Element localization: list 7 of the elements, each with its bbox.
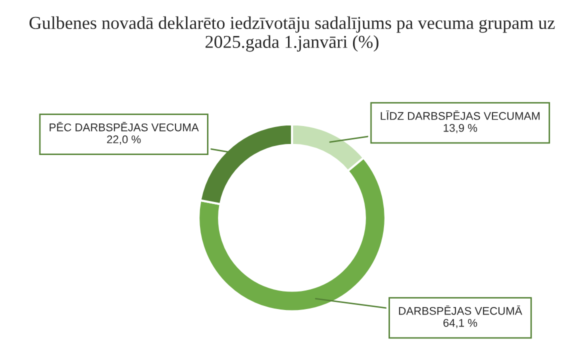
slice-label: LĪDZ DARBSPĒJAS VECUMAM	[380, 110, 540, 120]
slice-label: DARBSPĒJAS VECUMĀ	[399, 306, 522, 315]
data-label: 22,0 %	[107, 135, 141, 145]
slice-label: PĒC DARBSPĒJAS VECUMA	[50, 122, 199, 132]
data-label: 64,1 %	[443, 318, 478, 328]
data-label: 13,9 %	[444, 124, 478, 134]
chart-title: Gulbenes novadā deklarēto iedzīvotāju sadalījums pa vecuma grupam uz 2025.gada 1.janvāri (%)	[30, 16, 555, 52]
